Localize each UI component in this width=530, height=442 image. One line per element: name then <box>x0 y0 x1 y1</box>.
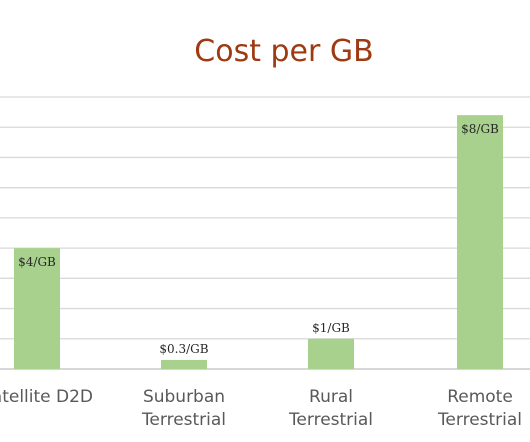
bars <box>14 115 503 369</box>
category-label: Suburban <box>143 387 225 407</box>
category-label: Terrestrial <box>437 410 522 430</box>
category-label: Satellite D2D <box>0 387 93 407</box>
bar <box>308 338 354 369</box>
category-labels: Satellite D2D Suburban Terrestrial Rural Ter… <box>0 387 522 430</box>
data-label: $4/GB <box>18 255 56 269</box>
bar <box>457 115 503 369</box>
data-label: $8/GB <box>461 122 499 136</box>
category-label: Terrestrial <box>141 410 226 430</box>
chart-title: Cost per GB <box>194 34 373 69</box>
data-label: $1/GB <box>312 321 350 335</box>
data-labels: $4/GB $0.3/GB $1/GB $8/GB <box>18 122 499 356</box>
category-label: Terrestrial <box>288 410 373 430</box>
category-label: Remote <box>447 387 513 407</box>
bar <box>161 359 207 369</box>
category-label: Rural <box>309 387 353 407</box>
gridlines <box>0 96 530 370</box>
data-label: $0.3/GB <box>159 342 208 356</box>
bar <box>14 248 60 369</box>
